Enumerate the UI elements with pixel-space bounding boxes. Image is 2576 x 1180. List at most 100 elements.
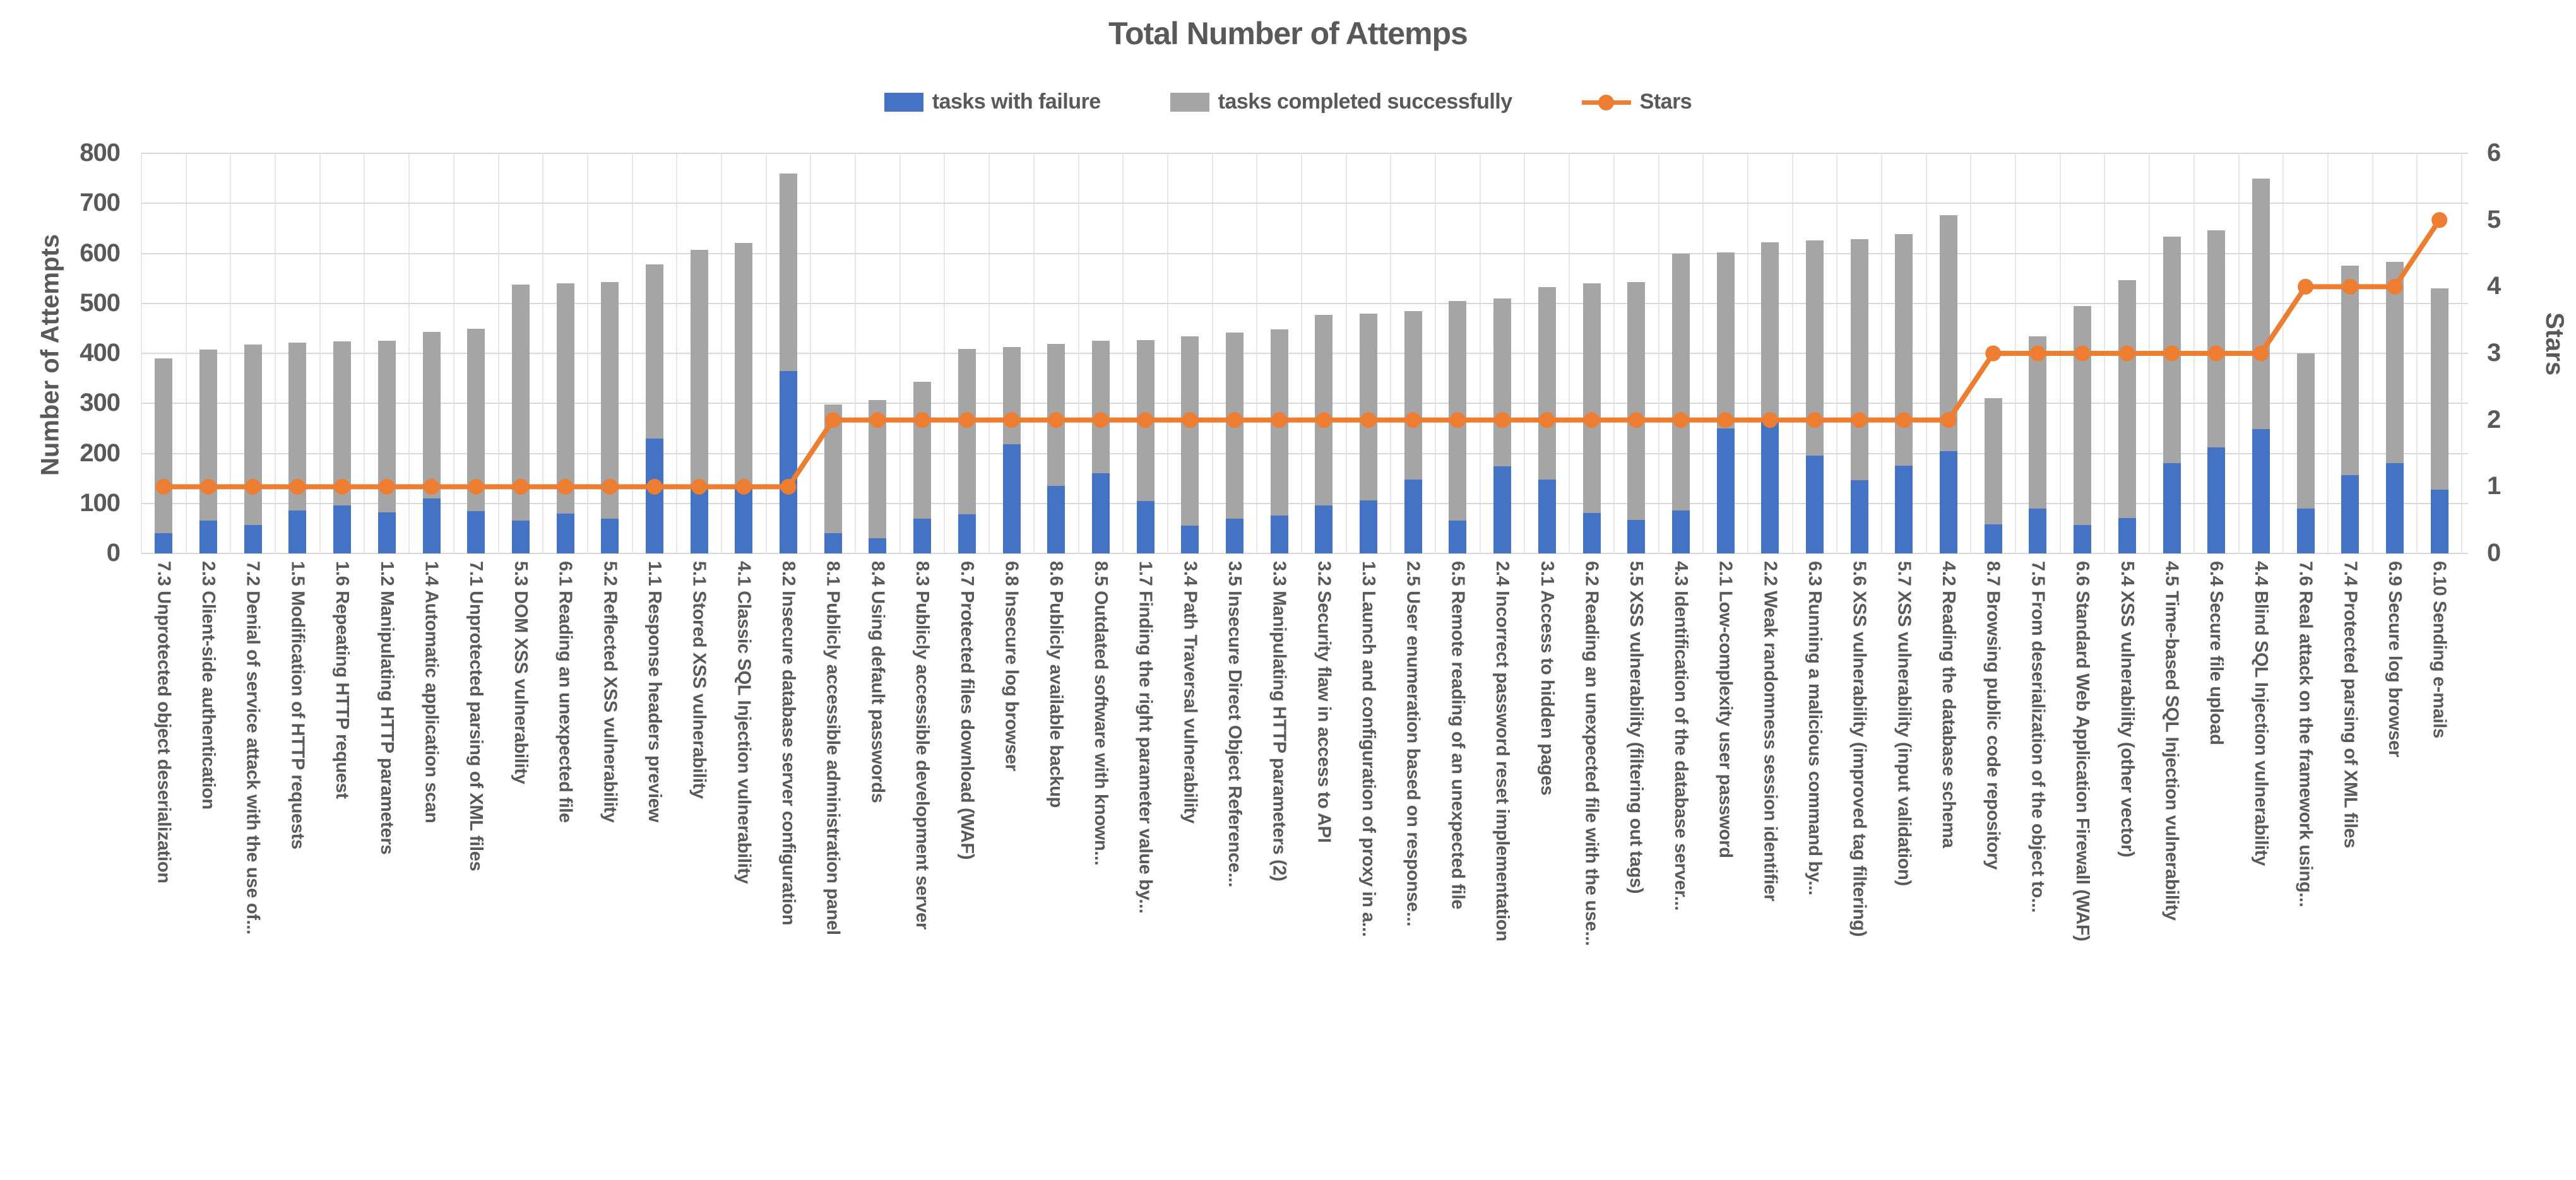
category-label: 8.7 Browsing public code repository xyxy=(1983,561,2003,870)
bar-segment-success xyxy=(601,282,619,519)
category-label: 1.4 Automatic application scan xyxy=(421,561,442,823)
category-label: 7.1 Unprotected parsing of XML files xyxy=(466,561,487,871)
bar-segment-success xyxy=(780,173,798,371)
y-axis-tick-label: 700 xyxy=(80,189,121,217)
y2-axis-tick-label: 3 xyxy=(2487,339,2502,367)
grid-line-h xyxy=(141,553,2468,554)
y2-axis-tick-label: 5 xyxy=(2487,205,2502,233)
category-label: 1.6 Repeating HTTP request xyxy=(332,561,353,799)
category-label: 6.2 Reading an unexpected file with the … xyxy=(1581,561,1602,946)
category-label: 5.1 Stored XSS vulnerability xyxy=(689,561,709,799)
bar-segment-failure xyxy=(333,505,352,553)
grid-line-h xyxy=(141,203,2468,204)
bar-segment-failure xyxy=(511,521,530,553)
bar-segment-failure xyxy=(1270,515,1288,553)
bar-segment-failure xyxy=(1895,466,1913,553)
stars-marker xyxy=(2298,278,2314,295)
y-axis-tick-label: 800 xyxy=(80,139,121,167)
y-axis-tick-label: 300 xyxy=(80,389,121,417)
bar-segment-success xyxy=(1181,336,1199,526)
bar-segment-failure xyxy=(1627,519,1646,553)
bar-segment-failure xyxy=(1493,466,1512,553)
category-label: 1.1 Response headers preview xyxy=(644,561,665,822)
bar-segment-success xyxy=(1582,283,1601,513)
bar-segment-success xyxy=(1895,234,1913,466)
bar-segment-success xyxy=(288,343,307,510)
legend-label: tasks with failure xyxy=(932,90,1101,114)
bar-segment-success xyxy=(1850,239,1868,481)
bar-segment-success xyxy=(1047,343,1065,486)
bar-segment-failure xyxy=(2430,490,2448,553)
bar-segment-success xyxy=(1002,347,1021,445)
y2-axis-tick-label: 2 xyxy=(2487,405,2502,434)
category-label: 7.4 Protected parsing of XML files xyxy=(2340,561,2361,848)
bar-segment-success xyxy=(1225,332,1243,519)
grid-line-h xyxy=(141,502,2468,504)
bar-segment-failure xyxy=(2118,517,2136,553)
bar-segment-failure xyxy=(467,510,485,553)
bar-segment-failure xyxy=(2163,463,2181,553)
bar-segment-success xyxy=(1716,252,1735,428)
bar-segment-failure xyxy=(1940,451,1958,553)
legend-item-failure[interactable]: tasks with failure xyxy=(884,90,1101,114)
bar-segment-failure xyxy=(2341,475,2359,553)
category-label: 1.7 Finding the right parameter value by… xyxy=(1135,561,1156,914)
bar-segment-failure xyxy=(2029,508,2047,553)
bar-segment-failure xyxy=(1984,524,2002,553)
bar-segment-failure xyxy=(735,486,753,553)
bar-segment-failure xyxy=(2385,463,2404,553)
bar-segment-success xyxy=(690,249,708,486)
legend-item-success[interactable]: tasks completed successfully xyxy=(1170,90,1512,114)
bar-segment-failure xyxy=(1225,518,1243,553)
bar-segment-failure xyxy=(958,514,976,553)
category-label: 7.2 Denial of service attack with the us… xyxy=(242,561,263,935)
bar-segment-success xyxy=(2296,353,2315,509)
bar-segment-failure xyxy=(1761,422,1779,553)
bar-segment-success xyxy=(2252,178,2270,430)
bar-segment-failure xyxy=(1047,486,1065,553)
bar-segment-failure xyxy=(1538,479,1556,553)
bar-segment-failure xyxy=(1181,525,1199,553)
category-label: 5.4 XSS vulnerability (other vector) xyxy=(2116,561,2137,858)
category-label: 5.5 XSS vulnerability (filtering out tag… xyxy=(1626,561,1647,894)
category-label: 6.1 Reading an unexpected file xyxy=(555,561,576,823)
category-label: 6.10 Sending e-mails xyxy=(2429,561,2450,738)
success-swatch-icon xyxy=(1170,92,1209,112)
bar-segment-failure xyxy=(1671,510,1690,553)
bar-segment-success xyxy=(645,264,663,439)
category-label: 6.8 Insecure log browser xyxy=(1001,561,1022,771)
bar-segment-failure xyxy=(2074,524,2092,553)
bar-segment-success xyxy=(1270,329,1288,516)
bar-segment-success xyxy=(1493,298,1512,467)
y2-axis-tick-label: 1 xyxy=(2487,472,2502,500)
stars-marker xyxy=(2431,212,2448,228)
bar-segment-success xyxy=(377,341,396,512)
category-label: 4.3 Identification of the database serve… xyxy=(1670,561,1691,911)
category-label: 6.9 Secure log browser xyxy=(2384,561,2405,757)
y-axis-tick-label: 0 xyxy=(106,539,121,567)
category-label: 7.6 Real attack on the framework using..… xyxy=(2295,561,2316,907)
category-label: 4.2 Reading the database schema xyxy=(1938,561,1959,848)
bar-segment-failure xyxy=(601,518,619,553)
bar-segment-failure xyxy=(690,486,708,553)
category-label: 3.2 Security flaw in access to API xyxy=(1314,561,1334,843)
bar-segment-failure xyxy=(1315,505,1333,553)
bar-segment-success xyxy=(333,341,352,505)
category-label: 2.4 Incorrect password reset implementat… xyxy=(1492,561,1513,941)
bar-segment-failure xyxy=(155,533,173,553)
bar-segment-success xyxy=(2118,280,2136,518)
bar-segment-failure xyxy=(1582,512,1601,553)
category-label: 8.3 Publicly accessible development serv… xyxy=(912,561,933,929)
bar-segment-failure xyxy=(1716,428,1735,553)
bar-segment-failure xyxy=(913,518,932,553)
category-label: 8.1 Publicly accessible administration p… xyxy=(822,561,843,935)
legend-item-stars[interactable]: Stars xyxy=(1581,90,1692,114)
bar-segment-success xyxy=(2385,261,2404,464)
category-label: 4.4 Blind SQL Injection vulnerability xyxy=(2250,561,2271,866)
category-label: 2.1 Low-complexity user password xyxy=(1715,561,1736,858)
category-label: 6.7 Protected files download (WAF) xyxy=(956,561,977,860)
grid-line-h xyxy=(141,153,2468,154)
bar-segment-success xyxy=(824,404,842,534)
bar-segment-success xyxy=(1315,314,1333,505)
